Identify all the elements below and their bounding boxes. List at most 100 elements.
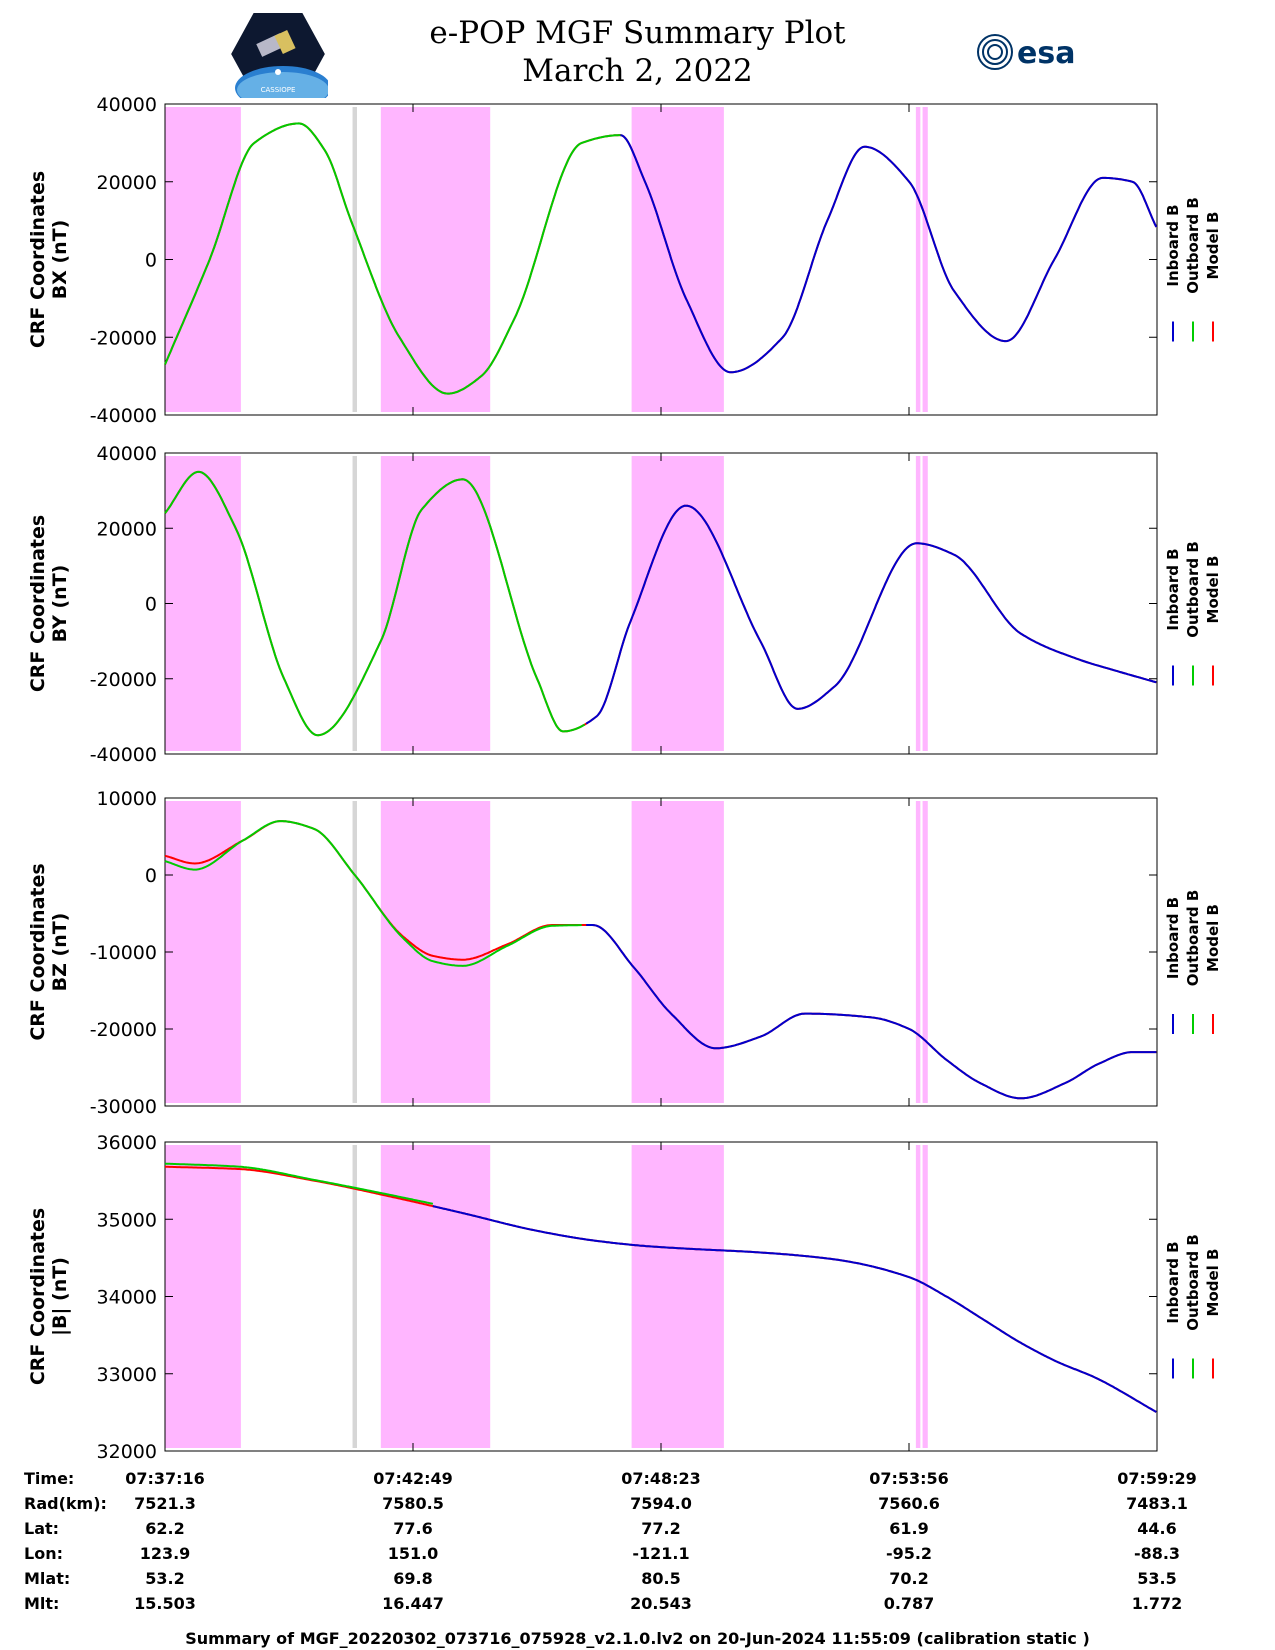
- magenta-band-4: [915, 456, 921, 751]
- legend-label: Inboard B: [1164, 897, 1182, 979]
- y-axis-label-line-1: CRF Coordinates: [27, 515, 49, 692]
- y-tick-label: 0: [145, 865, 157, 887]
- magenta-band-3: [631, 1145, 724, 1448]
- magenta-band-2: [380, 1145, 491, 1448]
- y-axis-label-line-1: CRF Coordinates: [27, 171, 49, 348]
- y-axis-label-line-2: BZ (nT): [49, 913, 71, 992]
- esa-logo: esa: [977, 34, 1075, 71]
- magenta-band-4: [915, 1145, 921, 1448]
- ephemeris-row-label: Mlat:: [24, 1569, 70, 1588]
- panel-2: 40000 20000 0 -20000 -40000 CRF CoordinatesBY…: [27, 443, 1222, 766]
- y-tick-label: 0: [145, 250, 157, 272]
- y-tick-label: 35000: [97, 1209, 157, 1231]
- magenta-band-1: [165, 1145, 241, 1448]
- ephemeris-cell: 7594.0: [630, 1494, 692, 1513]
- y-tick-label: 40000: [97, 94, 157, 116]
- y-tick-label: -20000: [90, 1019, 157, 1041]
- y-tick-label: -10000: [90, 942, 157, 964]
- ephemeris-cell: 07:42:49: [373, 1469, 453, 1488]
- magenta-band-3: [631, 107, 724, 412]
- ephemeris-row-label: Rad(km):: [24, 1494, 107, 1513]
- y-tick-label: -20000: [90, 327, 157, 349]
- outboard-b-line: [164, 820, 582, 967]
- footer-summary: Summary of MGF_20220302_073716_075928_v2…: [185, 1629, 1090, 1648]
- page-title: e-POP MGF Summary Plot March 2, 2022: [0, 14, 1275, 90]
- magenta-band-1: [165, 801, 241, 1103]
- y-tick-label: 36000: [97, 1132, 157, 1154]
- ephemeris-cell: 53.5: [1137, 1569, 1176, 1588]
- legend-label: Outboard B: [1184, 890, 1202, 987]
- magenta-band-2: [380, 801, 491, 1103]
- ephemeris-cell: -95.2: [886, 1544, 932, 1563]
- ephemeris-cell: 7483.1: [1126, 1494, 1188, 1513]
- y-tick-label: 34000: [97, 1287, 157, 1309]
- y-axis-label: CRF CoordinatesBX (nT): [27, 171, 71, 348]
- panel-4: 36000 35000 34000 33000 32000 CRF Coordinates…: [27, 1132, 1222, 1463]
- y-tick-label: 0: [145, 594, 157, 616]
- y-tick-label: -40000: [90, 744, 157, 766]
- y-tick-label: -20000: [90, 669, 157, 691]
- magenta-band-4: [915, 801, 921, 1103]
- magenta-band-5: [922, 107, 928, 412]
- legend-label: Model B: [1204, 212, 1222, 280]
- cassiope-logo-caption: CASSIOPE: [261, 86, 296, 94]
- y-axis-label-line-2: BY (nT): [49, 565, 71, 643]
- grey-band-1: [352, 107, 357, 412]
- ephemeris-cell: 80.5: [641, 1569, 680, 1588]
- y-tick-label: 33000: [97, 1364, 157, 1386]
- inboard-b-line: [432, 1205, 1157, 1413]
- panel-3: 10000 0 -10000 -20000 -30000 CRF CoordinatesB…: [27, 788, 1222, 1118]
- magenta-band-5: [922, 801, 928, 1103]
- legend-label: Outboard B: [1184, 197, 1202, 294]
- magenta-band-2: [380, 456, 491, 751]
- title-line-2: March 2, 2022: [522, 53, 753, 89]
- inboard-b-line: [585, 504, 1157, 725]
- ephemeris-cell: 0.787: [884, 1594, 935, 1613]
- ephemeris-cell: 77.2: [641, 1519, 680, 1538]
- ephemeris-cell: 77.6: [393, 1519, 432, 1538]
- outboard-b-line: [164, 122, 621, 395]
- y-axis-label-line-2: |B| (nT): [49, 1257, 71, 1336]
- ephemeris-cell: 69.8: [393, 1569, 432, 1588]
- ephemeris-table: Time: Rad(km): Lat: Lon: Mlat: Mlt: 07:37:16 75…: [24, 1469, 1197, 1613]
- ephemeris-row-label: Time:: [24, 1469, 74, 1488]
- y-axis-label: CRF CoordinatesBY (nT): [27, 515, 71, 692]
- y-axis-label-line-1: CRF Coordinates: [27, 863, 49, 1040]
- ephemeris-cell: 20.543: [630, 1594, 692, 1613]
- y-tick-label: 32000: [97, 1441, 157, 1463]
- y-axis-label-line-1: CRF Coordinates: [27, 1208, 49, 1385]
- ephemeris-cell: 7521.3: [134, 1494, 196, 1513]
- ephemeris-cell: 15.503: [134, 1594, 196, 1613]
- y-tick-label: 10000: [97, 788, 157, 810]
- legend-label: Inboard B: [1164, 204, 1182, 286]
- inboard-b-line: [586, 924, 1157, 1100]
- inboard-b-line: [620, 134, 1158, 374]
- magenta-band-3: [631, 801, 724, 1103]
- ephemeris-cell: 62.2: [145, 1519, 184, 1538]
- grey-band-1: [352, 801, 357, 1103]
- y-tick-label: 20000: [97, 518, 157, 540]
- grey-band-1: [352, 1145, 357, 1448]
- y-axis-label: CRF CoordinatesBZ (nT): [27, 863, 71, 1040]
- ephemeris-cell: 123.9: [140, 1544, 191, 1563]
- magenta-band-3: [631, 456, 724, 751]
- magenta-band-1: [165, 456, 241, 751]
- legend-label: Inboard B: [1164, 548, 1182, 630]
- magenta-band-1: [165, 107, 241, 412]
- magenta-band-5: [922, 1145, 928, 1448]
- y-tick-label: 20000: [97, 172, 157, 194]
- ephemeris-cell: 16.447: [382, 1594, 444, 1613]
- outboard-b-line: [164, 470, 586, 737]
- legend-label: Outboard B: [1184, 541, 1202, 638]
- legend-label: Outboard B: [1184, 1234, 1202, 1331]
- ephemeris-cell: 07:53:56: [869, 1469, 949, 1488]
- y-tick-label: 40000: [97, 443, 157, 465]
- ephemeris-cell: 7580.5: [382, 1494, 444, 1513]
- ephemeris-cell: 53.2: [145, 1569, 184, 1588]
- title-line-1: e-POP MGF Summary Plot: [429, 15, 846, 51]
- cassiope-logo: CASSIOPE: [228, 11, 328, 98]
- grey-band-1: [352, 456, 357, 751]
- ephemeris-cell: -88.3: [1134, 1544, 1180, 1563]
- ephemeris-cell: -121.1: [632, 1544, 689, 1563]
